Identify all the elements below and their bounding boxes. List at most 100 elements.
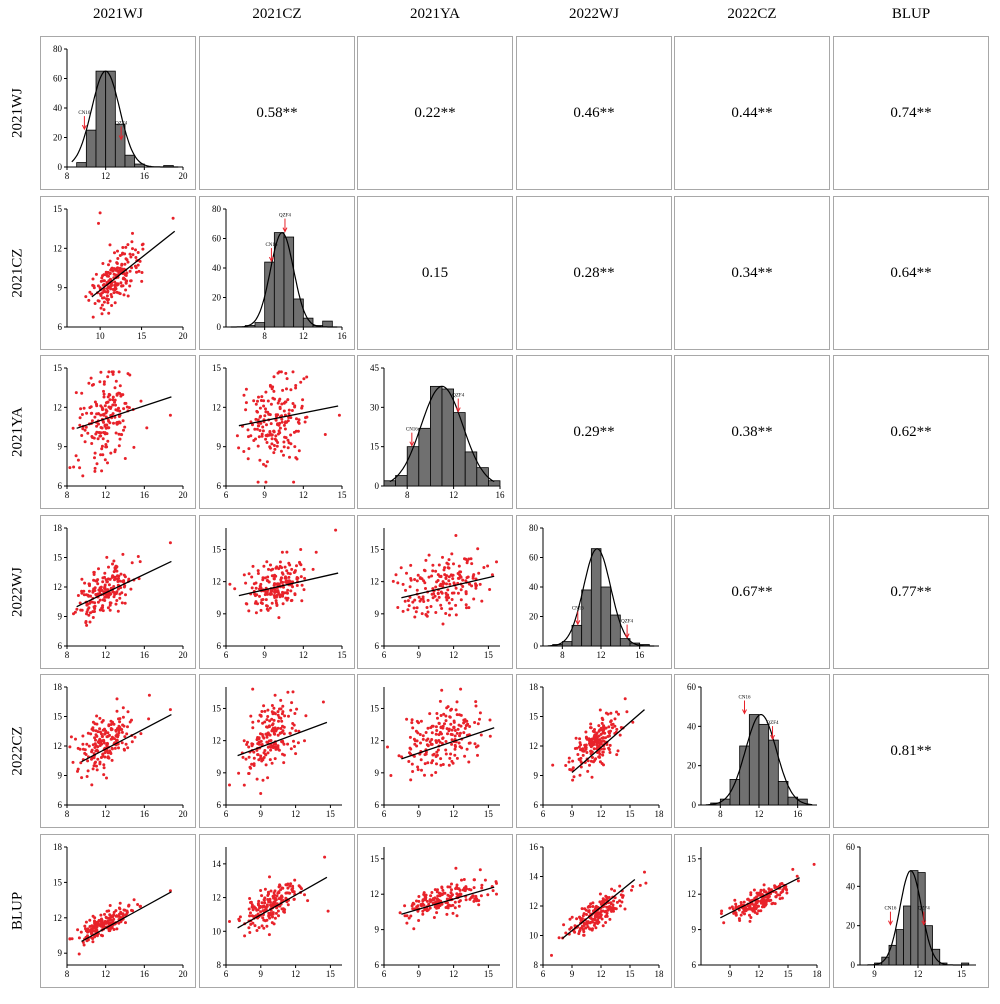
scatter-point bbox=[247, 435, 250, 439]
scatter-x-tick-label: 8 bbox=[65, 650, 70, 660]
scatter-cell-2022wj-vs-2021cz: 6 9 12 15 6 9 12 15 bbox=[199, 515, 355, 669]
scatter-point bbox=[118, 717, 122, 721]
scatter-point bbox=[287, 408, 291, 412]
scatter-point bbox=[93, 604, 97, 608]
scatter-point bbox=[450, 607, 454, 611]
scatter-point bbox=[290, 598, 294, 602]
histogram-bar bbox=[610, 614, 621, 647]
scatter-point bbox=[77, 952, 81, 956]
scatter-y-tick-label: 10 bbox=[212, 926, 222, 936]
scatter-point bbox=[247, 572, 251, 576]
scatter-point bbox=[93, 469, 97, 473]
scatter-point bbox=[396, 606, 400, 609]
correlation-coefficient: 0.64** bbox=[890, 264, 932, 281]
scatter-point bbox=[608, 917, 612, 921]
scatter-point bbox=[464, 603, 468, 607]
scatter-cell-2022cz-vs-2021cz: 6 9 12 15 6 9 12 15 bbox=[199, 674, 355, 828]
scatter-y-tick-label: 6 bbox=[58, 481, 63, 491]
scatter-point bbox=[323, 433, 327, 436]
scatter-point bbox=[472, 886, 476, 890]
scatter-point bbox=[112, 291, 116, 295]
scatter-point bbox=[579, 743, 583, 747]
scatter-y-tick-label: 6 bbox=[58, 322, 63, 332]
scatter-point bbox=[262, 704, 266, 708]
scatter-point bbox=[401, 582, 405, 586]
scatter-point bbox=[97, 221, 100, 225]
scatter-cell-2022wj-vs-2021wj: 8 12 16 20 6 9 12 15 18 bbox=[40, 515, 196, 669]
scatter-point bbox=[126, 710, 130, 714]
scatter-point bbox=[120, 591, 124, 595]
scatter-point bbox=[124, 742, 128, 746]
scatter-point bbox=[759, 909, 763, 913]
scatter-point bbox=[293, 593, 297, 597]
scatter-point bbox=[98, 434, 102, 438]
scatter-point bbox=[296, 741, 300, 745]
scatter-point bbox=[474, 894, 478, 898]
scatter-point bbox=[274, 911, 278, 915]
histogram-x-tick-label: 12 bbox=[449, 490, 458, 500]
scatter-point bbox=[571, 778, 575, 782]
scatter-point bbox=[474, 704, 478, 708]
histogram-bar bbox=[777, 781, 789, 806]
scatter-point bbox=[271, 567, 275, 571]
scatter-point bbox=[602, 898, 606, 902]
scatter-point bbox=[141, 242, 145, 246]
scatter-point bbox=[103, 585, 107, 589]
scatter-point bbox=[100, 447, 104, 451]
scatter-point bbox=[168, 413, 172, 417]
scatter-point bbox=[101, 598, 105, 602]
scatter-point bbox=[93, 736, 97, 740]
scatter-y-tick-label: 9 bbox=[58, 948, 63, 958]
scatter-point bbox=[473, 742, 477, 746]
scatter-point bbox=[446, 566, 450, 570]
scatter-point bbox=[600, 917, 604, 921]
scatter-point bbox=[268, 897, 272, 901]
scatter-point bbox=[111, 720, 114, 724]
scatter-y-tick-label: 12 bbox=[212, 402, 221, 412]
scatter-point bbox=[591, 740, 595, 744]
scatter-point bbox=[421, 595, 425, 599]
scatter-point bbox=[126, 746, 130, 750]
scatter-point bbox=[286, 903, 290, 907]
scatter-point bbox=[276, 710, 280, 714]
scatter-point bbox=[467, 887, 471, 891]
scatter-point bbox=[259, 792, 263, 795]
scatter-point bbox=[596, 911, 600, 915]
scatter-point bbox=[470, 584, 474, 588]
scatter-point bbox=[244, 387, 248, 391]
scatter-point bbox=[289, 747, 293, 751]
scatter-point bbox=[98, 292, 102, 296]
scatter-x-tick-label: 16 bbox=[140, 969, 150, 979]
scatter-point bbox=[427, 902, 431, 906]
scatter-point bbox=[266, 708, 270, 712]
scatter-point bbox=[80, 413, 84, 416]
scatter-point bbox=[453, 747, 457, 751]
scatter-point bbox=[597, 724, 601, 728]
scatter-point bbox=[250, 762, 254, 766]
scatter-point bbox=[760, 905, 764, 909]
correlation-cell-2021wj-2021cz: 0.58** bbox=[199, 36, 355, 190]
scatter-point bbox=[268, 900, 272, 904]
scatter-point bbox=[422, 600, 426, 603]
scatter-point bbox=[84, 920, 88, 924]
scatter-point bbox=[93, 456, 96, 460]
scatter-point bbox=[569, 926, 573, 930]
scatter-point bbox=[287, 575, 291, 579]
scatter-point bbox=[275, 894, 279, 898]
scatter-point bbox=[423, 569, 427, 573]
scatter-point bbox=[455, 883, 459, 887]
scatter-point bbox=[259, 905, 263, 908]
scatter-point bbox=[282, 910, 286, 913]
scatter-point bbox=[588, 763, 591, 767]
scatter-point bbox=[256, 418, 260, 422]
histogram-x-tick-label: 9 bbox=[872, 969, 877, 979]
correlation-coefficient: 0.81** bbox=[890, 742, 932, 759]
scatter-point bbox=[262, 736, 266, 740]
scatter-point bbox=[109, 723, 113, 726]
scatter-point bbox=[260, 924, 264, 928]
scatter-point bbox=[264, 464, 268, 468]
scatter-y-tick-label: 12 bbox=[212, 893, 221, 903]
scatter-point bbox=[104, 270, 108, 274]
scatter-point bbox=[247, 609, 251, 613]
